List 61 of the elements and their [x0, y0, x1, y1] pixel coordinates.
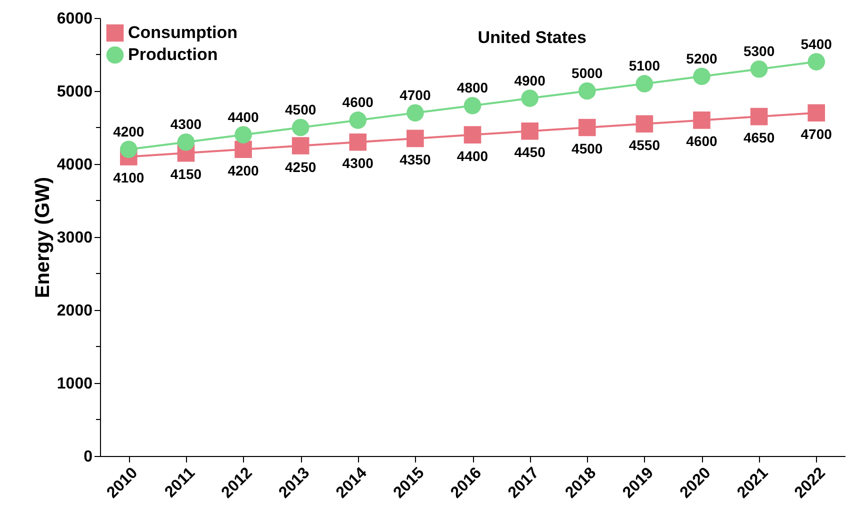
data-label: 5400: [800, 36, 832, 52]
data-label: 4600: [686, 133, 718, 150]
point: [750, 108, 768, 126]
data-label: 4300: [170, 116, 202, 132]
point: [578, 118, 596, 136]
data-label: 4300: [342, 155, 374, 172]
y-axis-title: Energy (GW): [32, 176, 54, 298]
point: [177, 133, 195, 151]
data-label: 5300: [743, 43, 775, 60]
point: [406, 130, 424, 148]
data-label: 4700: [400, 86, 431, 103]
data-label: 4700: [800, 126, 832, 142]
point: [349, 112, 367, 129]
data-label: 4100: [113, 170, 144, 186]
data-label: 4600: [342, 94, 374, 110]
data-label: 5100: [628, 58, 660, 74]
data-label: 4250: [285, 158, 316, 175]
data-label: 4500: [572, 140, 603, 156]
point: [693, 112, 710, 129]
data-label: 4650: [743, 130, 775, 146]
data-label: 4350: [400, 151, 431, 168]
data-label: 4500: [285, 102, 316, 118]
data-label: 4150: [170, 166, 202, 182]
y-tick-label: 3000: [56, 230, 93, 246]
point: [636, 115, 654, 133]
y-tick-label: 4000: [56, 156, 93, 174]
point: [234, 140, 252, 158]
data-label: 4900: [514, 72, 546, 88]
point: [808, 104, 826, 122]
point: [521, 90, 538, 107]
point: [464, 126, 482, 144]
data-label: 4200: [113, 123, 144, 140]
data-label: 5200: [686, 50, 718, 66]
point: [464, 96, 482, 114]
point: [234, 126, 252, 144]
data-label: 4200: [228, 162, 260, 178]
y-tick-label: 2000: [56, 302, 93, 320]
data-label: 4450: [514, 144, 546, 160]
point: [521, 122, 538, 140]
y-tick-label: 6000: [56, 10, 93, 28]
data-label: 4400: [228, 108, 260, 125]
legend-label: Production: [128, 45, 218, 64]
point: [120, 140, 138, 158]
point: [808, 53, 826, 70]
point: [750, 60, 768, 78]
point: [693, 68, 710, 86]
data-label: 5000: [572, 65, 603, 81]
y-tick-label: 1000: [56, 376, 93, 392]
text: United States: [478, 28, 586, 47]
y-tick-label: 0: [84, 448, 93, 466]
legend-label: Consumption: [128, 23, 238, 42]
point: [406, 104, 424, 122]
point: [636, 75, 654, 92]
y-tick-label: 5000: [56, 84, 93, 100]
point: [292, 137, 310, 154]
data-label: 4800: [456, 80, 488, 96]
point: [292, 118, 310, 136]
point: [349, 133, 367, 151]
data-label: 4400: [456, 148, 488, 164]
data-label: 4550: [628, 136, 660, 153]
point: [578, 82, 596, 100]
